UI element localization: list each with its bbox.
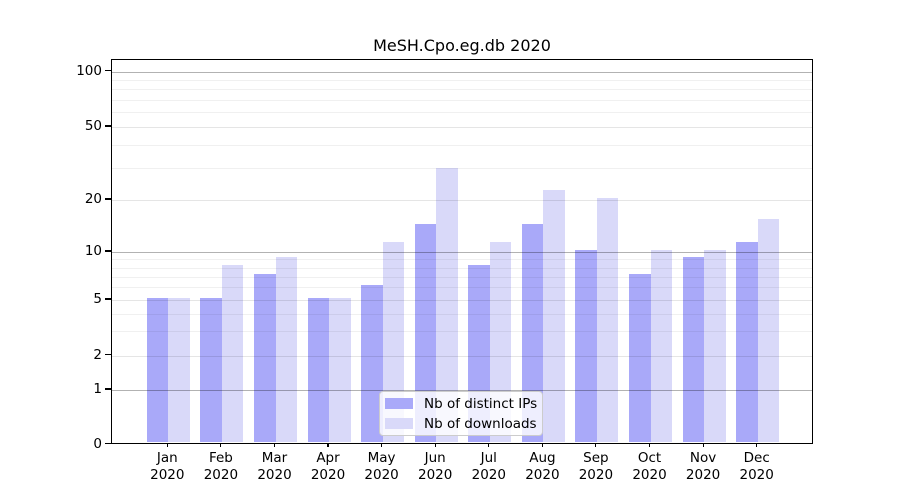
x-tick-label-nov-2020: Nov 2020 — [685, 450, 721, 483]
y-tick-2 — [105, 353, 111, 356]
x-tick-dec-2020 — [756, 442, 758, 447]
bar-nov-2020-nb-of-downloads — [704, 249, 726, 442]
x-tick-label-oct-2020: Oct 2020 — [632, 450, 667, 483]
gridline-40 — [112, 144, 812, 146]
x-tick-label-apr-2020: Apr 2020 — [310, 450, 346, 483]
x-tick-label-feb-2020: Feb 2020 — [203, 450, 239, 483]
y-tick-50 — [105, 125, 111, 127]
gridline-70 — [112, 100, 812, 102]
y-tick-label-0: 0 — [93, 435, 102, 452]
y-tick-label-2: 2 — [93, 346, 102, 363]
gridline-7 — [112, 276, 812, 278]
y-tick-label-5: 5 — [93, 291, 102, 307]
x-tick-jan-2020 — [166, 442, 168, 447]
bar-feb-2020-nb-of-downloads — [221, 265, 244, 442]
x-tick-jun-2020 — [434, 442, 436, 447]
y-tick-5 — [105, 298, 111, 300]
y-tick-label-50: 50 — [84, 118, 102, 134]
x-tick-apr-2020 — [327, 442, 329, 447]
bar-mar-2020-nb-of-distinct-ips — [254, 274, 276, 442]
bar-mar-2020-nb-of-downloads — [275, 256, 297, 442]
legend-swatch-distinct-ips — [385, 398, 413, 409]
x-tick-sep-2020 — [595, 442, 597, 447]
gridline-80 — [112, 89, 812, 91]
y-tick-10 — [105, 250, 111, 252]
gridline-30 — [112, 167, 812, 169]
y-tick-20 — [105, 198, 111, 200]
bar-aug-2020-nb-of-distinct-ips — [521, 224, 544, 442]
gridline-4 — [112, 313, 812, 315]
x-tick-mar-2020 — [273, 442, 276, 447]
legend-item-downloads: Nb of downloads — [385, 415, 542, 432]
bar-dec-2020-nb-of-distinct-ips — [736, 242, 758, 442]
bar-apr-2020-nb-of-distinct-ips — [307, 297, 329, 442]
gridline-1 — [112, 390, 812, 391]
x-tick-may-2020 — [381, 442, 383, 447]
plot-area: Nb of distinct IPs Nb of downloads — [111, 59, 813, 444]
x-tick-label-mar-2020: Mar 2020 — [257, 450, 292, 483]
bar-apr-2020-nb-of-downloads — [329, 297, 351, 442]
gridline-3 — [112, 330, 812, 332]
y-tick-label-20: 20 — [84, 191, 102, 207]
gridline-50 — [112, 127, 812, 128]
x-tick-label-may-2020: May 2020 — [364, 450, 399, 483]
legend-item-distinct-ips: Nb of distinct IPs — [385, 395, 542, 412]
x-tick-feb-2020 — [220, 442, 222, 447]
bar-aug-2020-nb-of-downloads — [543, 189, 565, 442]
x-tick-aug-2020 — [541, 442, 543, 447]
bar-sep-2020-nb-of-distinct-ips — [575, 249, 597, 442]
legend: Nb of distinct IPs Nb of downloads — [379, 391, 543, 436]
bar-jun-2020-nb-of-downloads — [436, 167, 458, 442]
bar-may-2020-nb-of-distinct-ips — [361, 284, 383, 442]
bar-nov-2020-nb-of-distinct-ips — [682, 256, 705, 442]
gridline-6 — [112, 287, 812, 289]
bar-jan-2020-nb-of-distinct-ips — [146, 297, 169, 442]
y-tick-100 — [105, 69, 111, 72]
gridline-9 — [112, 259, 812, 261]
y-tick-0 — [105, 442, 111, 445]
bar-jan-2020-nb-of-downloads — [168, 297, 190, 442]
gridline-100 — [112, 71, 812, 73]
x-tick-label-aug-2020: Aug 2020 — [525, 450, 560, 483]
legend-label-downloads: Nb of downloads — [424, 415, 537, 432]
gridline-20 — [112, 200, 812, 201]
y-tick-label-1: 1 — [93, 381, 102, 397]
bar-oct-2020-nb-of-downloads — [650, 249, 672, 442]
bar-feb-2020-nb-of-distinct-ips — [200, 297, 222, 442]
legend-label-distinct-ips: Nb of distinct IPs — [424, 395, 538, 412]
legend-swatch-downloads — [385, 418, 413, 429]
y-tick-1 — [105, 388, 111, 390]
x-tick-oct-2020 — [648, 442, 651, 447]
bar-oct-2020-nb-of-distinct-ips — [629, 274, 651, 442]
bar-sep-2020-nb-of-downloads — [596, 197, 619, 442]
y-tick-label-10: 10 — [84, 243, 102, 259]
gridline-60 — [112, 112, 812, 114]
x-tick-label-jun-2020: Jun 2020 — [418, 450, 453, 483]
x-tick-label-sep-2020: Sep 2020 — [578, 450, 614, 483]
x-tick-label-jan-2020: Jan 2020 — [150, 450, 185, 483]
bar-jun-2020-nb-of-distinct-ips — [414, 224, 437, 442]
y-tick-label-100: 100 — [76, 62, 102, 79]
gridline-8 — [112, 267, 812, 269]
x-tick-label-dec-2020: Dec 2020 — [739, 450, 774, 483]
x-tick-label-jul-2020: Jul 2020 — [471, 450, 506, 483]
x-tick-jul-2020 — [488, 442, 490, 447]
gridline-10 — [112, 252, 812, 253]
chart-title: MeSH.Cpo.eg.db 2020 — [373, 36, 551, 55]
gridline-90 — [112, 79, 812, 81]
x-tick-nov-2020 — [702, 442, 704, 447]
bar-dec-2020-nb-of-downloads — [757, 219, 780, 442]
gridline-5 — [112, 300, 812, 301]
gridline-2 — [112, 355, 812, 357]
